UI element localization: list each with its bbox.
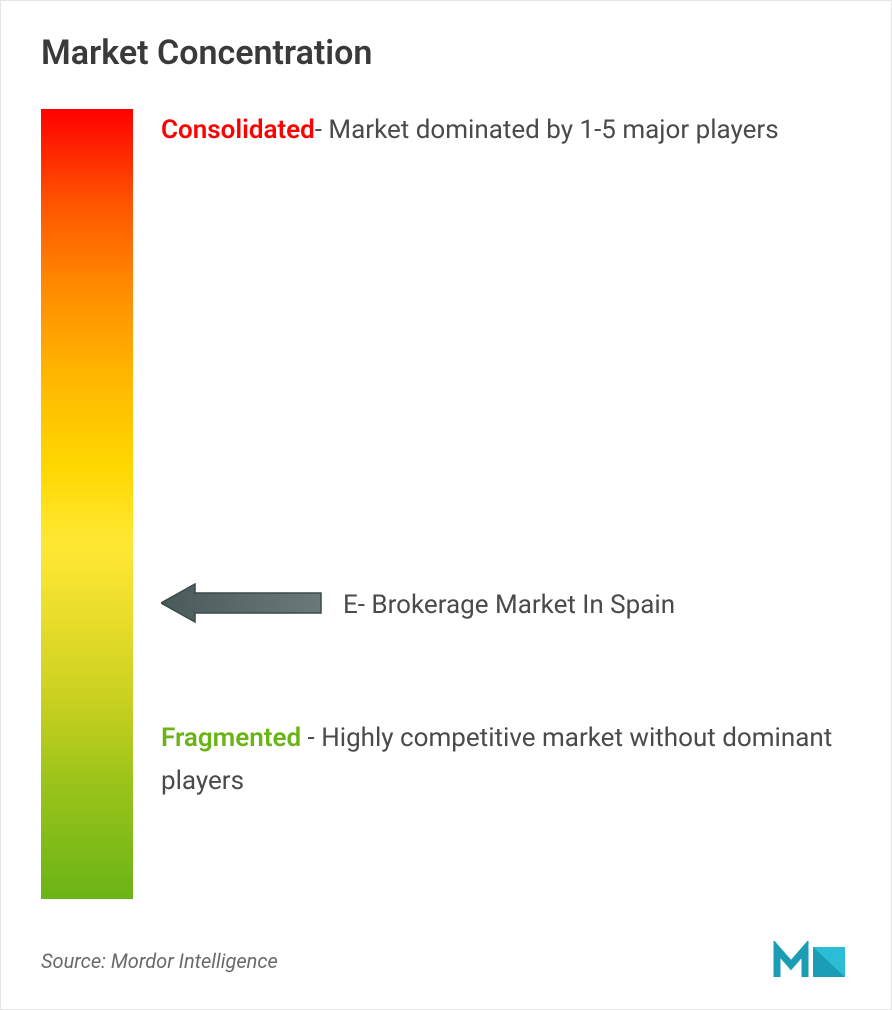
consolidated-label: Consolidated bbox=[161, 115, 315, 145]
concentration-gradient-bar bbox=[41, 109, 133, 899]
content-area: Consolidated- Market dominated by 1-5 ma… bbox=[41, 109, 851, 899]
card-title: Market Concentration bbox=[41, 33, 851, 73]
source-attribution: Source: Mordor Intelligence bbox=[41, 949, 278, 973]
footer: Source: Mordor Intelligence bbox=[41, 941, 851, 981]
mordor-logo bbox=[773, 941, 851, 981]
fragmented-block: Fragmented - Highly competitive market w… bbox=[161, 717, 851, 803]
market-concentration-card: Market Concentration Consolidated- Marke… bbox=[0, 0, 892, 1010]
marker-label: E- Brokerage Market In Spain bbox=[343, 586, 675, 625]
consolidated-description: - Market dominated by 1-5 major players bbox=[315, 115, 779, 145]
position-marker-block: E- Brokerage Market In Spain bbox=[161, 581, 851, 629]
arrow-left-icon bbox=[161, 581, 323, 629]
consolidated-block: Consolidated- Market dominated by 1-5 ma… bbox=[161, 109, 851, 152]
fragmented-label: Fragmented bbox=[161, 723, 301, 753]
text-content: Consolidated- Market dominated by 1-5 ma… bbox=[161, 109, 851, 899]
